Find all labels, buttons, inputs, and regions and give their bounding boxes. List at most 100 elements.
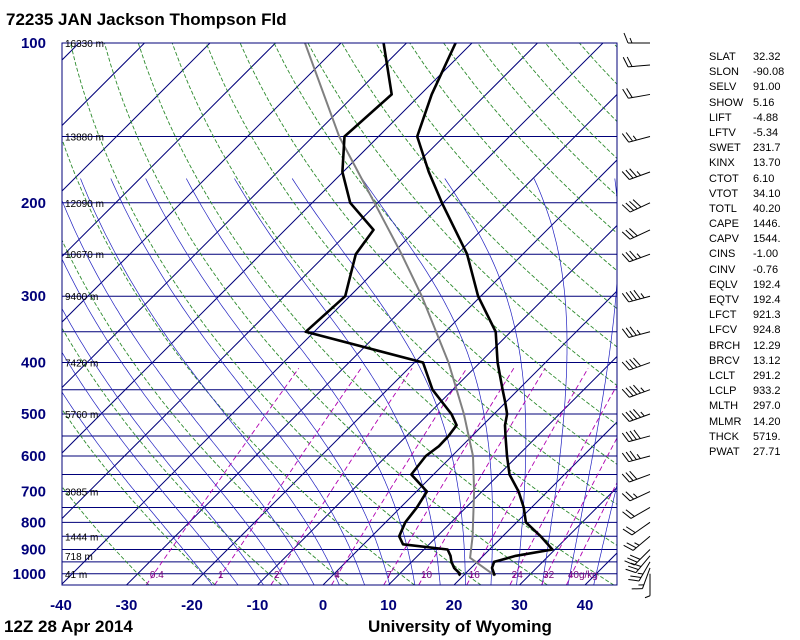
index-value: -90.08 [753,66,785,79]
temperature-tick-label: -10 [247,597,269,614]
index-row-swet: SWET 231.7 [709,141,794,156]
wind-barb [621,132,651,143]
index-value: 291.2 [753,369,781,382]
pressure-tick-label: 400 [21,355,46,372]
index-row-brch: BRCH 12.29 [709,339,794,354]
wind-barb [621,357,651,371]
index-row-eqlv: EQLV 192.4 [709,278,794,293]
height-label: 1444 m [65,532,98,543]
height-label: 10670 m [65,250,104,261]
index-key: MLMR [709,415,742,428]
wind-barb [623,535,651,551]
mixing-ratio-line [214,367,362,585]
temperature-tick-label: -20 [181,597,203,614]
height-label: 41 m [65,570,87,581]
isotherm-line [0,43,14,585]
pressure-tick-label: 300 [21,288,46,305]
isotherm-line [519,486,617,585]
index-value: 27.71 [753,445,781,458]
chart-title: 72235 JAN Jackson Thompson Fld [6,10,287,29]
index-key: LFCV [709,324,738,337]
dry-adiabat [62,327,282,585]
index-key: PWAT [709,445,740,458]
dry-adiabat [171,43,617,546]
index-key: MLTH [709,400,739,413]
pressure-tick-label: 800 [21,514,46,531]
dry-adiabat [409,43,617,272]
index-key: CINV [709,263,736,276]
index-row-cins: CINS -1.00 [709,247,794,262]
pressure-tick-label: 200 [21,195,46,212]
mixing-ratio-line [383,367,515,585]
index-key: CAPV [709,233,739,246]
isotherm-line [126,93,617,585]
dry-adiabat [205,43,617,505]
wind-barb [628,561,651,582]
mixing-ratio-label: 10 [421,570,433,581]
index-value: 192.4 [753,278,781,291]
index-key: SLAT [709,51,736,63]
index-key: SHOW [709,96,744,109]
isotherm-line [453,421,617,585]
wind-barb [621,326,651,338]
height-label: 5760 m [65,410,98,421]
isotherm-line [62,43,407,389]
mixing-ratio-label: 16 [469,570,481,581]
moist-adiabat [62,391,213,585]
moist-adiabat [62,351,239,585]
index-value: 5.16 [753,96,775,109]
index-value: 297.0 [753,400,781,413]
index-key: BRCV [709,354,740,367]
temperature-tick-label: 40 [577,597,594,614]
plot-area [0,43,617,585]
height-label: 16330 m [65,39,104,50]
index-key: SLON [709,66,739,79]
wind-barb [622,88,651,99]
pressure-tick-label: 600 [21,448,46,465]
index-row-capv: CAPV 1544. [709,232,794,247]
pressure-tick-label: 900 [21,541,46,558]
index-value: 91.00 [753,81,781,94]
index-value: 192.4 [753,294,781,306]
wind-barb [621,168,651,180]
index-key: THCK [709,430,739,443]
dry-adiabat [62,239,349,585]
moist-adiabat [80,178,340,585]
index-row-lift: LIFT -4.88 [709,111,794,126]
wind-barb [621,250,651,263]
index-key: LFTV [709,126,736,139]
pressure-tick-label: 500 [21,406,46,423]
height-label: 7420 m [65,359,98,370]
temperature-tick-label: -40 [50,597,72,614]
height-label: 718 m [65,552,93,563]
mixing-ratio-line [509,384,617,585]
height-label: 9460 m [65,292,98,303]
index-row-lftv: LFTV -5.34 [709,126,794,141]
wind-barb [621,491,651,502]
height-label: 3085 m [65,488,98,499]
wind-barb [622,56,651,68]
pressure-tick-label: 700 [21,484,46,501]
index-row-lfct: LFCT 921.3 [709,308,794,323]
moist-adiabat [62,258,290,585]
dry-adiabat [62,486,150,585]
temperature-tick-label: -30 [116,597,138,614]
index-row-kinx: KINX 13.70 [709,156,794,171]
temperature-trace [415,43,554,577]
height-label: 13880 m [65,132,104,143]
isotherm-line [191,159,617,585]
index-key: LCLP [709,385,737,398]
temperature-tick-label: 0 [319,597,327,614]
index-key: LFCT [709,309,737,322]
index-value: 231.7 [753,142,781,155]
mixing-ratio-label: 40g/kg [568,570,598,581]
index-value: 32.32 [753,51,781,63]
moist-adiabat [185,178,416,585]
wind-barb [621,470,651,483]
index-row-thck: THCK 5719. [709,430,794,445]
moist-adiabat [234,178,441,585]
index-value: -4.88 [753,111,779,124]
mixing-ratio-label: 1 [218,570,224,581]
mixing-ratio-label: 7 [386,570,392,581]
